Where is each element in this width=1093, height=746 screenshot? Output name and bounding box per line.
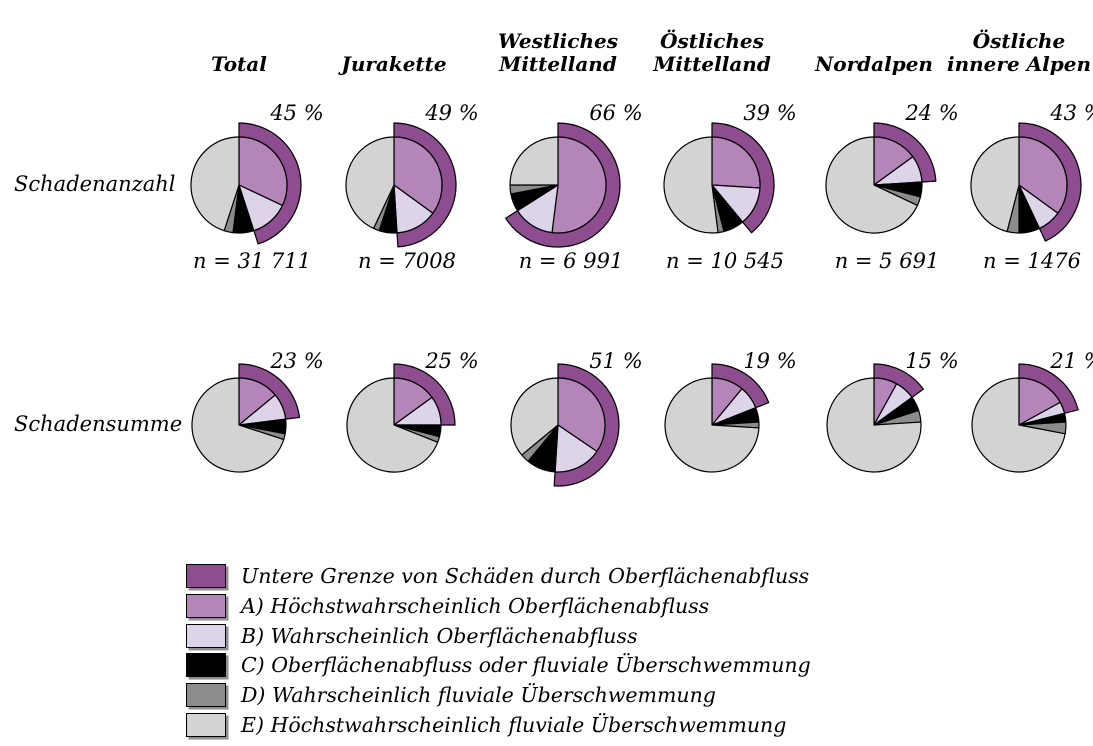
pie-chart (505, 122, 621, 248)
column-header-line: Total (211, 52, 267, 76)
column-header-line: Mittelland (499, 52, 617, 76)
n-label: n = 5 691 (834, 249, 940, 273)
pie-chart (190, 122, 302, 245)
pie-chart (663, 122, 775, 234)
percentage-label: 45 % (270, 101, 324, 125)
column-header: Total (211, 12, 267, 76)
pie-wedge-E (510, 377, 559, 456)
pie-wedge-A (711, 136, 761, 189)
pie-wedge-A (393, 136, 443, 214)
legend-swatch (186, 682, 226, 707)
column-header: Jurakette (341, 12, 446, 76)
column-header-line: Östliches (660, 29, 764, 53)
n-label: n = 7008 (358, 249, 456, 273)
column-header: Westliches Mittelland (498, 12, 618, 76)
pie-wedge-A (551, 136, 607, 234)
legend-swatch (186, 563, 226, 588)
pie-chart (826, 363, 924, 473)
pie-chart (971, 363, 1079, 473)
legend-swatch (186, 593, 226, 618)
column-header: Östliches Mittelland (653, 12, 771, 76)
percentage-label: 66 % (589, 101, 643, 125)
legend-item: Untere Grenze von Schäden durch Oberfläc… (186, 563, 809, 588)
percentage-label: 49 % (425, 101, 479, 125)
legend-label: E) Höchstwahrscheinlich fluviale Übersch… (241, 712, 787, 737)
legend-swatch (186, 712, 226, 737)
column-header: Östliche innere Alpen (947, 12, 1091, 76)
percentage-label: 39 % (743, 101, 797, 125)
row-label: Schadenanzahl (14, 172, 176, 196)
pie-chart (664, 363, 770, 473)
pie-chart (970, 122, 1082, 242)
pie-chart (510, 363, 620, 487)
pie-wedge-E (345, 136, 395, 230)
percentage-label: 19 % (743, 349, 797, 373)
legend-swatch (186, 623, 226, 648)
legend-swatch (186, 652, 226, 677)
pie-wedge-E (825, 136, 919, 234)
legend-item: A) Höchstwahrscheinlich Oberflächenabflu… (186, 593, 709, 618)
column-header: Nordalpen (815, 12, 933, 76)
pie-wedge-E (509, 136, 559, 186)
legend-label: B) Wahrscheinlich Oberflächenabfluss (241, 623, 638, 648)
percentage-label: 43 % (1050, 101, 1093, 125)
percentage-label: 23 % (270, 349, 324, 373)
n-label: n = 31 711 (193, 249, 311, 273)
percentage-label: 15 % (905, 349, 959, 373)
pie-wedge-E (191, 377, 285, 473)
legend-item: E) Höchstwahrscheinlich fluviale Übersch… (186, 712, 786, 737)
pie-chart (825, 122, 937, 234)
pie-wedge-E (970, 136, 1020, 233)
percentage-label: 25 % (425, 349, 479, 373)
pie-wedge-E (664, 377, 760, 473)
n-label: n = 6 991 (518, 249, 624, 273)
column-header-line: Jurakette (341, 52, 447, 76)
legend-label: C) Oberflächenabfluss oder fluviale Über… (241, 652, 811, 677)
pie-chart (345, 122, 457, 248)
legend-item: B) Wahrscheinlich Oberflächenabfluss (186, 623, 638, 648)
pie-wedge-A (557, 377, 606, 453)
pie-chart (346, 363, 456, 473)
pie-wedge-B (554, 424, 598, 473)
percentage-label: 21 % (1050, 349, 1093, 373)
legend-item: C) Oberflächenabfluss oder fluviale Über… (186, 652, 811, 677)
pie-wedge-E (346, 377, 439, 473)
pie-wedge-A (238, 136, 288, 207)
column-header-line: Mittelland (653, 52, 771, 76)
pie-chart (191, 363, 301, 473)
percentage-label: 24 % (905, 101, 959, 125)
pie-wedge-A (1018, 377, 1061, 426)
legend-label: A) Höchstwahrscheinlich Oberflächenabflu… (241, 593, 710, 618)
legend-label: Untere Grenze von Schäden durch Oberfläc… (241, 563, 810, 588)
column-header-line: Nordalpen (815, 52, 933, 76)
column-header-line: Östliche (972, 29, 1066, 53)
pie-wedge-E (190, 136, 240, 232)
legend-item: D) Wahrscheinlich fluviale Überschwemmun… (186, 682, 716, 707)
pie-wedge-A (1018, 136, 1068, 214)
legend-label: D) Wahrscheinlich fluviale Überschwemmun… (241, 682, 716, 707)
n-label: n = 1476 (983, 249, 1081, 273)
row-label: Schadensumme (14, 412, 183, 436)
pie-wedge-E (663, 136, 719, 234)
pie-wedge-E (971, 377, 1066, 473)
pie-wedge-E (826, 377, 922, 473)
percentage-label: 51 % (589, 349, 643, 373)
column-header-line: Westliches (498, 29, 618, 53)
n-label: n = 10 545 (666, 249, 784, 273)
column-header-line: innere Alpen (947, 52, 1091, 76)
